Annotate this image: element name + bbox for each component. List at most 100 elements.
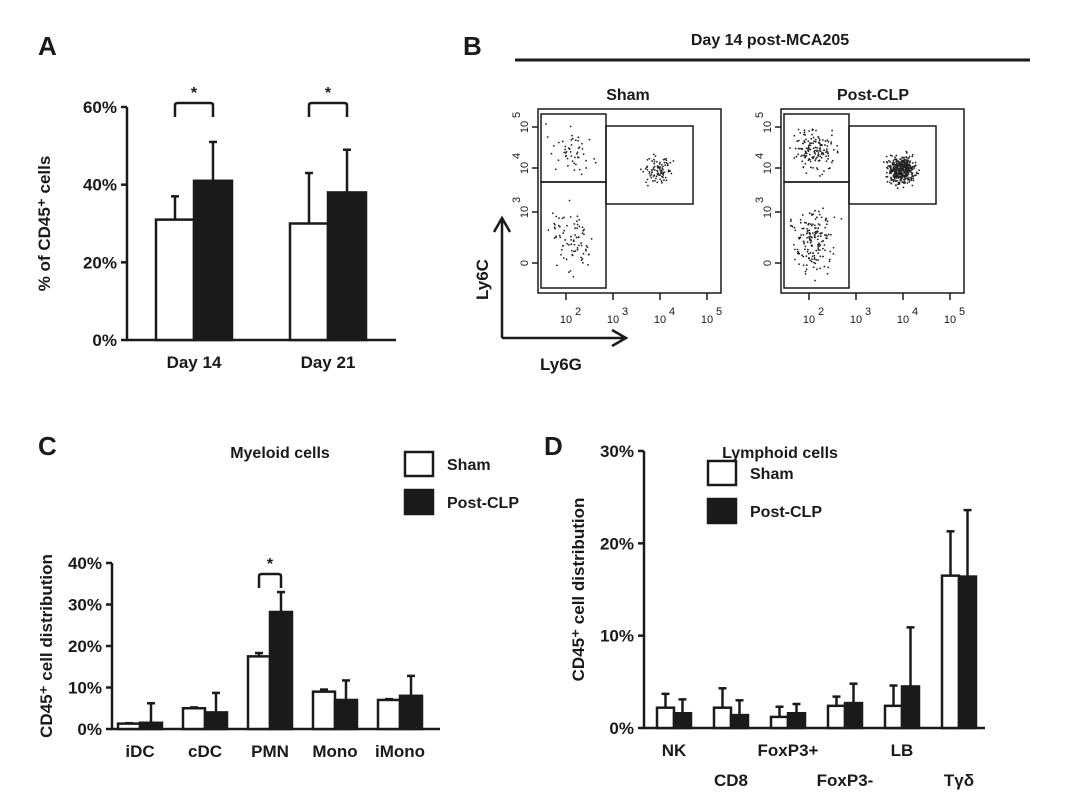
event-dot — [906, 175, 909, 177]
event-dot — [803, 221, 806, 224]
event-dot — [650, 173, 653, 176]
event-dot — [814, 224, 816, 227]
event-dot — [667, 169, 670, 172]
event-dot — [901, 167, 904, 170]
event-dot — [817, 135, 820, 138]
plot-frame-sham — [537, 108, 722, 294]
event-dot — [576, 215, 579, 218]
bar-sham — [940, 574, 961, 730]
event-dot — [656, 170, 659, 173]
event-dot — [895, 176, 898, 179]
event-dot — [553, 237, 556, 239]
event-dot — [800, 147, 803, 150]
event-dot — [585, 244, 588, 247]
x-tick-label: Mono — [312, 742, 357, 761]
x-tick-label: 10 — [803, 314, 815, 326]
plot-title-postclp: Post-CLP — [837, 87, 909, 104]
event-dot — [823, 244, 826, 246]
significance-bracket — [173, 101, 215, 117]
event-dot — [917, 172, 920, 175]
event-dot — [819, 155, 822, 158]
event-dot — [882, 161, 885, 164]
event-dot — [559, 236, 562, 239]
event-dot — [659, 161, 661, 164]
event-dot — [586, 246, 589, 249]
y-tick-label: 20% — [83, 253, 117, 272]
event-dot — [652, 180, 654, 182]
event-dot — [807, 257, 810, 260]
event-dot — [825, 155, 828, 158]
event-dot — [824, 140, 827, 142]
event-dot — [818, 139, 821, 142]
event-dot — [798, 236, 801, 239]
event-dot — [814, 159, 817, 162]
bar-post-clp — [138, 721, 164, 731]
event-dot — [907, 165, 909, 168]
event-dot — [557, 159, 560, 162]
event-dot — [665, 157, 667, 160]
event-dot — [805, 268, 808, 271]
event-dot — [650, 176, 653, 179]
bar-sham — [376, 698, 402, 731]
event-dot — [893, 161, 895, 164]
event-dot — [905, 160, 908, 163]
event-dot — [811, 255, 814, 258]
event-dot — [889, 181, 891, 184]
event-dot — [576, 223, 579, 226]
gate-neutrophils — [605, 125, 694, 205]
event-dot — [577, 139, 580, 142]
event-dot — [899, 162, 902, 165]
event-dot — [569, 270, 572, 272]
x-tick-exponent: 4 — [669, 306, 675, 318]
event-dot — [580, 242, 582, 245]
x-tick-label: 10 — [654, 314, 666, 326]
event-dot — [805, 172, 808, 175]
event-dot — [566, 242, 569, 245]
event-dot — [802, 227, 805, 230]
event-dot — [581, 261, 584, 264]
event-dot — [896, 187, 899, 189]
event-dot — [802, 264, 805, 267]
x-tick-exponent: 5 — [716, 306, 722, 318]
event-dot — [911, 167, 914, 170]
event-dot — [826, 145, 829, 147]
event-dot — [585, 159, 587, 162]
x-tick-label: PMN — [251, 742, 289, 761]
event-dot — [815, 249, 818, 252]
event-dot — [812, 136, 815, 139]
event-dot — [806, 236, 808, 239]
event-dot — [890, 182, 893, 185]
bar-sham — [311, 690, 337, 731]
event-dot — [653, 165, 656, 168]
event-dot — [827, 140, 830, 143]
y-axis-label: CD45⁺ cell distribution — [569, 498, 588, 682]
event-dot — [889, 164, 892, 167]
event-dot — [804, 152, 807, 155]
event-dot — [576, 247, 579, 249]
x-tick-label: 10 — [944, 314, 956, 326]
event-dot — [660, 163, 663, 166]
event-dot — [578, 218, 581, 221]
event-dot — [909, 160, 912, 162]
event-dot — [577, 156, 580, 159]
event-dot — [590, 237, 593, 240]
event-dot — [911, 153, 914, 156]
x-tick-label: cDC — [188, 742, 222, 761]
event-dot — [663, 179, 665, 182]
event-dot — [830, 134, 833, 137]
event-dot — [793, 134, 796, 137]
event-dot — [817, 259, 819, 262]
event-dot — [649, 174, 652, 177]
event-dot — [901, 156, 904, 159]
event-dot — [811, 232, 814, 235]
event-dot — [814, 227, 817, 230]
event-dot — [658, 163, 661, 165]
event-dot — [809, 223, 812, 226]
event-dot — [828, 260, 831, 263]
event-dot — [890, 176, 892, 179]
event-dot — [811, 156, 814, 159]
event-dot — [900, 176, 903, 179]
event-dot — [809, 233, 811, 236]
bar-post-clp — [843, 701, 864, 730]
y-tick-label: 60% — [83, 98, 117, 117]
